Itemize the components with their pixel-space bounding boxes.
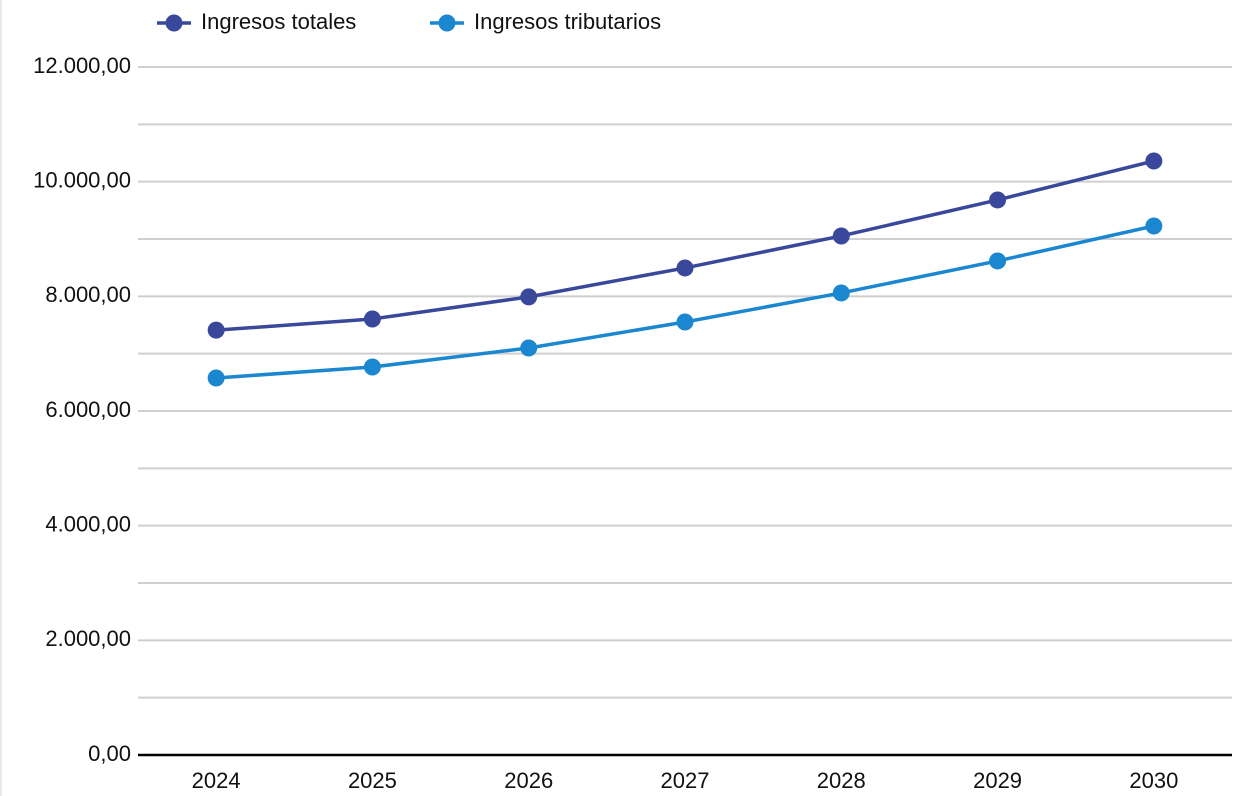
x-tick-label: 2025 bbox=[348, 768, 397, 793]
data-point bbox=[363, 310, 381, 328]
data-point bbox=[363, 358, 381, 376]
data-point bbox=[1145, 152, 1163, 170]
series-line bbox=[216, 159, 1155, 332]
data-point bbox=[989, 252, 1007, 270]
y-tick-label: 0,00 bbox=[88, 741, 131, 766]
data-point bbox=[989, 191, 1007, 209]
data-point bbox=[520, 339, 538, 357]
data-point bbox=[832, 227, 850, 245]
x-tick-label: 2026 bbox=[504, 768, 553, 793]
y-tick-label: 8.000,00 bbox=[45, 282, 131, 307]
legend-label: Ingresos totales bbox=[201, 9, 356, 34]
data-point bbox=[207, 321, 225, 339]
x-tick-label: 2028 bbox=[817, 768, 866, 793]
data-point bbox=[676, 313, 694, 331]
data-point bbox=[676, 259, 694, 277]
series-line bbox=[216, 224, 1155, 380]
data-point bbox=[207, 369, 225, 387]
data-point bbox=[520, 288, 538, 306]
y-tick-label: 12.000,00 bbox=[33, 53, 131, 78]
legend-marker bbox=[438, 14, 456, 32]
y-tick-label: 10.000,00 bbox=[33, 167, 131, 192]
x-tick-label: 2030 bbox=[1129, 768, 1178, 793]
y-tick-label: 6.000,00 bbox=[45, 397, 131, 422]
y-tick-label: 2.000,00 bbox=[45, 626, 131, 651]
x-tick-label: 2029 bbox=[973, 768, 1022, 793]
legend-marker bbox=[165, 14, 183, 32]
legend-label: Ingresos tributarios bbox=[474, 9, 661, 34]
x-tick-label: 2027 bbox=[661, 768, 710, 793]
x-tick-label: 2024 bbox=[192, 768, 241, 793]
data-point bbox=[832, 284, 850, 302]
y-tick-label: 4.000,00 bbox=[45, 511, 131, 536]
data-point bbox=[1145, 217, 1163, 235]
